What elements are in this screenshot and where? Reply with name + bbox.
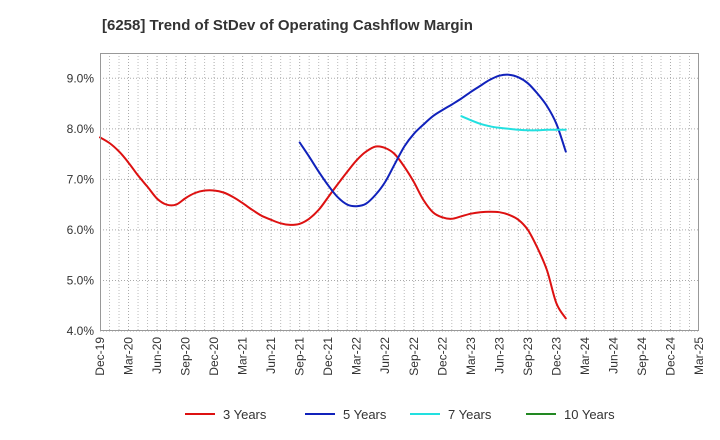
y-tick-label: 8.0% [67,122,95,136]
x-tick-label: Jun-24 [606,337,620,374]
x-tick-label: Mar-22 [350,337,364,375]
x-tick-label: Dec-21 [321,337,335,376]
plot-area [100,53,699,331]
plot-border [100,53,699,331]
x-tick-label: Mar-23 [464,337,478,375]
x-tick-label: Dec-24 [663,337,677,376]
x-tick-label: Sep-22 [407,337,421,376]
series-line-5-years [298,73,567,208]
x-tick-label: Dec-22 [435,337,449,376]
x-tick-label: Mar-24 [578,337,592,375]
x-tick-label: Mar-20 [122,337,136,375]
x-tick-label: Jun-21 [264,337,278,374]
x-tick-label: Dec-20 [207,337,221,376]
grid [100,53,699,332]
x-tick-label: Mar-21 [236,337,250,375]
series-line-7-years [460,115,567,132]
legend-label: 5 Years [343,407,387,422]
x-tick-label: Sep-21 [293,337,307,376]
x-tick-label: Dec-23 [549,337,563,376]
x-tick-label: Dec-19 [93,337,107,376]
legend: 3 Years 5 Years 7 Years 10 Years [185,407,615,422]
x-tick-label: Jun-23 [492,337,506,374]
y-tick-label: 9.0% [67,71,95,85]
x-tick-label: Mar-25 [692,337,706,375]
y-tick-label: 4.0% [67,324,95,338]
legend-label: 3 Years [223,407,267,422]
y-axis-ticks: 4.0% 5.0% 6.0% 7.0% 8.0% 9.0% [67,71,95,338]
x-tick-label: Sep-24 [635,337,649,376]
y-tick-label: 7.0% [67,172,95,186]
x-tick-label: Jun-22 [378,337,392,374]
x-tick-label: Sep-20 [179,337,193,376]
y-tick-label: 5.0% [67,273,95,287]
y-tick-label: 6.0% [67,223,95,237]
series-lines [99,73,567,320]
chart-title: [6258] Trend of StDev of Operating Cashf… [102,17,473,34]
x-axis-ticks: Dec-19 Mar-20 Jun-20 Sep-20 Dec-20 Mar-21 Jun-… [93,337,706,376]
legend-label: 10 Years [564,407,615,422]
x-tick-label: Sep-23 [521,337,535,376]
legend-label: 7 Years [448,407,492,422]
x-tick-label: Jun-20 [150,337,164,374]
